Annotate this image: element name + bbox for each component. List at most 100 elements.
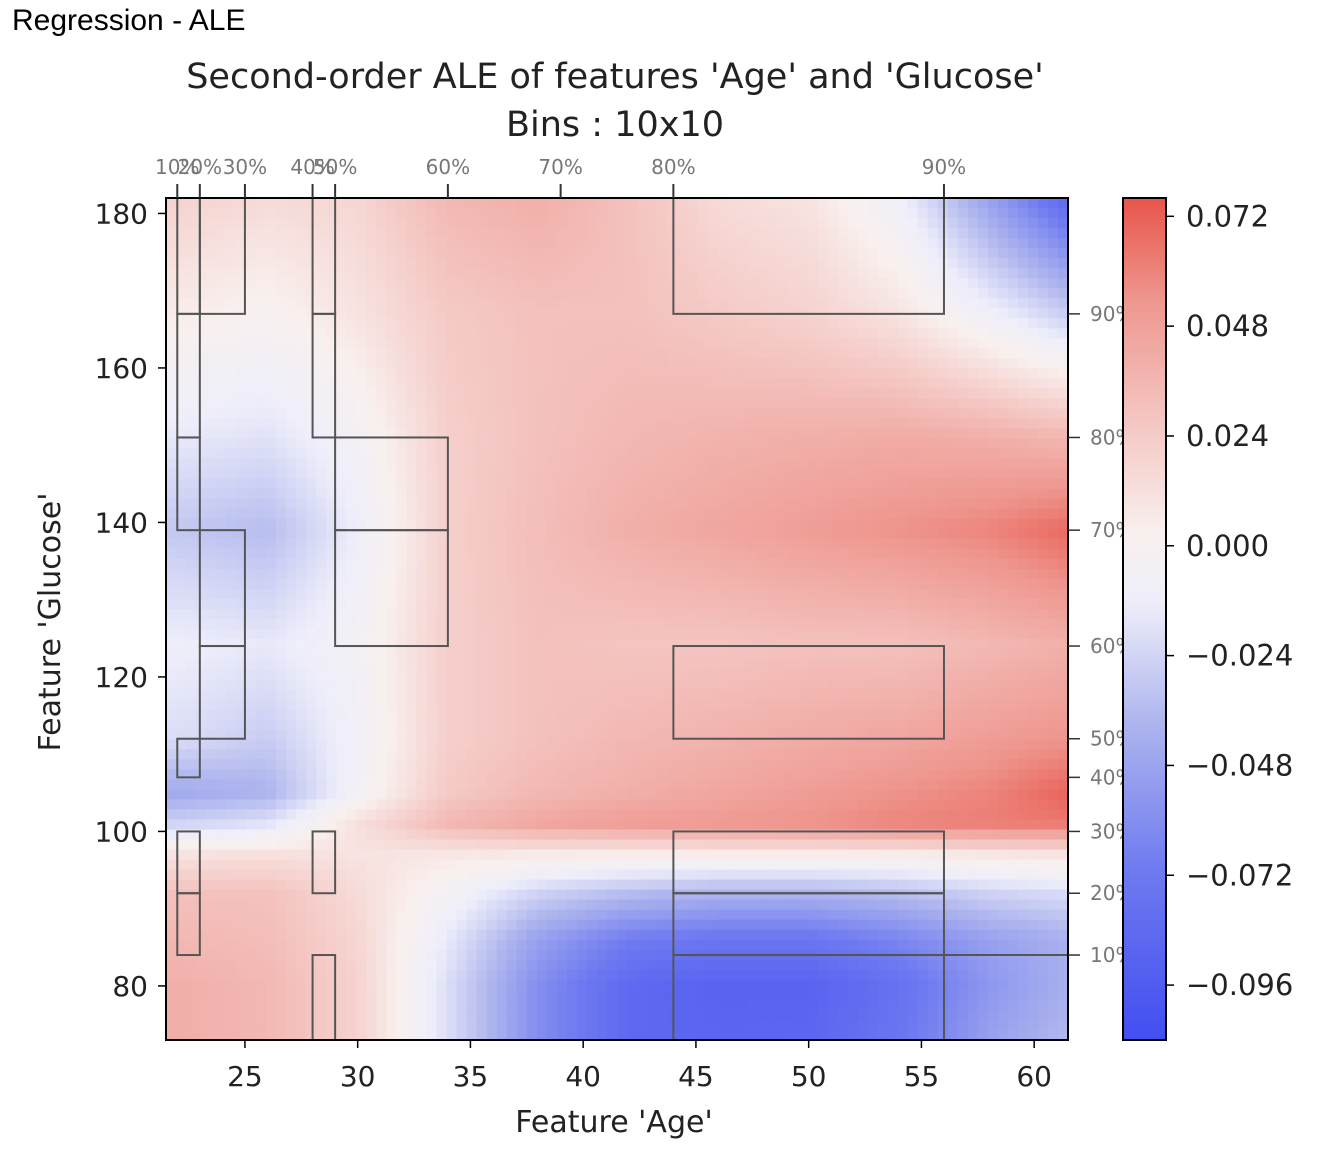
heatmap-cell [697, 879, 708, 891]
heatmap-cell [627, 979, 638, 991]
heatmap-cell [737, 889, 748, 901]
heatmap-cell [406, 699, 418, 710]
heatmap-cell [226, 939, 237, 951]
heatmap-cell [556, 518, 568, 530]
heatmap-cell [276, 889, 287, 901]
heatmap-cell [596, 308, 608, 319]
heatmap-cell [366, 709, 378, 720]
heatmap-cell [196, 869, 207, 881]
heatmap-cell [466, 979, 478, 991]
heatmap-cell [396, 358, 408, 369]
heatmap-cell [596, 969, 608, 981]
heatmap-cell [416, 388, 428, 400]
heatmap-cell [436, 659, 448, 670]
heatmap-cell [677, 639, 688, 650]
heatmap-cell [396, 248, 408, 259]
heatmap-cell [486, 298, 498, 309]
heatmap-cell [566, 1009, 578, 1021]
heatmap-cell [496, 919, 508, 931]
heatmap-cell [526, 308, 538, 319]
heatmap-cell [667, 769, 678, 780]
heatmap-cell [356, 639, 368, 650]
heatmap-cell [606, 949, 618, 961]
heatmap-cell [727, 358, 738, 369]
heatmap-cell [276, 849, 287, 861]
heatmap-cell [717, 999, 728, 1011]
heatmap-cell [376, 649, 388, 660]
heatmap-cell [506, 999, 518, 1011]
heatmap-cell [516, 308, 528, 319]
heatmap-cell [366, 819, 378, 831]
heatmap-cell [426, 639, 438, 650]
heatmap-cell [366, 368, 378, 380]
heatmap-cell [697, 408, 708, 420]
heatmap-cell [416, 268, 428, 279]
heatmap-cell [416, 228, 428, 239]
heatmap-cell [516, 869, 528, 881]
heatmap-cell [406, 278, 418, 289]
heatmap-cell [296, 1029, 307, 1040]
heatmap-cell [216, 919, 227, 931]
heatmap-cell [637, 458, 648, 470]
heatmap-cell [316, 558, 327, 570]
heatmap-cell [446, 989, 458, 1001]
heatmap-cell [346, 458, 358, 470]
heatmap-cell [466, 999, 478, 1011]
heatmap-cell [326, 679, 337, 690]
heatmap-cell [406, 498, 418, 510]
heatmap-cell [166, 949, 177, 961]
heatmap-cell [586, 498, 598, 510]
heatmap-cell [576, 238, 588, 249]
heatmap-cell [306, 568, 317, 580]
heatmap-cell [446, 969, 458, 981]
heatmap-cell [466, 769, 478, 780]
heatmap-cell [196, 288, 207, 299]
heatmap-cell [366, 518, 378, 530]
heatmap-cell [366, 608, 378, 620]
heatmap-cell [657, 528, 668, 540]
heatmap-cell [276, 759, 287, 770]
heatmap-cell [606, 448, 618, 460]
heatmap-cell [496, 1029, 508, 1040]
heatmap-cell [596, 659, 608, 670]
heatmap-cell [266, 458, 277, 470]
heatmap-cell [506, 528, 518, 540]
heatmap-cell [276, 568, 287, 580]
heatmap-cell [396, 208, 408, 219]
heatmap-cell [576, 829, 588, 841]
heatmap-cell [677, 558, 688, 570]
heatmap-cell [196, 598, 207, 610]
heatmap-cell [296, 959, 307, 971]
heatmap-cell [266, 839, 277, 851]
heatmap-cell [196, 238, 207, 249]
heatmap-cell [747, 1009, 758, 1021]
heatmap-cell [737, 659, 748, 670]
heatmap-cell [556, 578, 568, 590]
heatmap-cell [296, 649, 307, 660]
heatmap-cell [266, 548, 277, 560]
heatmap-cell [456, 719, 468, 730]
heatmap-cell [737, 839, 748, 851]
heatmap-cell [546, 388, 558, 400]
heatmap-cell [346, 839, 358, 851]
heatmap-cell [657, 939, 668, 951]
heatmap-cell [176, 238, 187, 249]
heatmap-cell [486, 699, 498, 710]
heatmap-cell [506, 839, 518, 851]
heatmap-cell [226, 328, 237, 339]
heatmap-cell [396, 659, 408, 670]
heatmap-cell [226, 869, 237, 881]
heatmap-cell [586, 348, 598, 359]
heatmap-cell [356, 839, 368, 851]
heatmap-cell [556, 859, 568, 871]
heatmap-cell [627, 759, 638, 770]
heatmap-cell [747, 979, 758, 991]
heatmap-cell [637, 719, 648, 730]
heatmap-cell [416, 979, 428, 991]
heatmap-cell [757, 358, 768, 369]
heatmap-cell [396, 919, 408, 931]
heatmap-cell [647, 248, 658, 259]
heatmap-cell [687, 328, 698, 339]
heatmap-cell [216, 1029, 227, 1040]
heatmap-cell [206, 458, 217, 470]
